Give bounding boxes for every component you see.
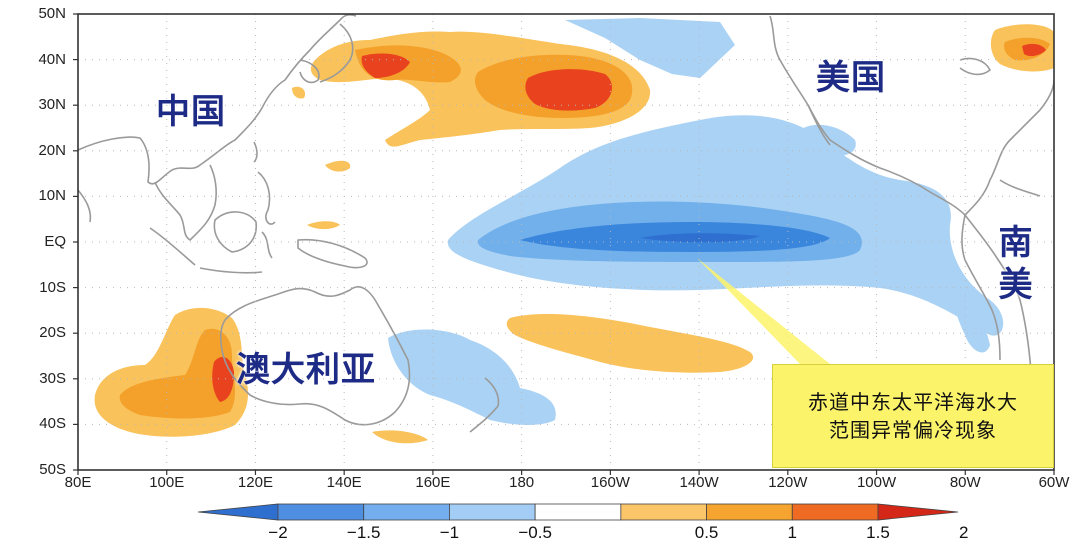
colorbar-tick-label: −0.5 <box>518 523 552 542</box>
warm-anomaly-coral-sea <box>307 221 340 230</box>
warm-anomaly-japan-core <box>361 53 410 78</box>
india-outline <box>78 189 92 223</box>
great-lakes-outline <box>959 57 991 76</box>
colorbar-tick-label: −1.5 <box>346 523 381 542</box>
cold-anomaly-south-america-coast <box>954 290 990 353</box>
colorbar-segment <box>620 503 707 521</box>
latitude-label: 10N <box>38 187 66 205</box>
warm-anomaly-south-pacific <box>506 314 754 373</box>
colorbar-tick-label: 1.5 <box>866 523 890 542</box>
latitude-label: 50N <box>38 5 66 22</box>
colorbar-segment <box>363 503 450 521</box>
warm-anomaly-indian-ocean-orange <box>119 328 236 419</box>
colorbar-tick-label: −1 <box>439 523 460 542</box>
colorbar-tick-label: −2 <box>268 523 288 542</box>
longitude-label: 80W <box>949 474 981 491</box>
latitude-label: 40N <box>38 50 66 68</box>
latitude-label: 20N <box>38 141 66 159</box>
warm-anomaly-atlantic-core <box>1022 43 1046 57</box>
baja-outline <box>807 104 831 146</box>
axis-ticks <box>73 13 1055 475</box>
longitude-label: 160W <box>590 474 630 491</box>
longitude-label: 100E <box>149 474 185 491</box>
colorbar-segment <box>791 503 879 521</box>
latitude-label: 40S <box>39 415 66 433</box>
colorbar <box>197 503 959 521</box>
colorbar-tick-label: 0.5 <box>694 523 719 542</box>
region-label-australia: 澳大利亚 <box>236 350 376 390</box>
longitude-label: 160E <box>415 474 451 491</box>
sulawesi-outline <box>261 231 273 259</box>
warm-anomaly-east-china-sea <box>292 86 306 99</box>
longitude-label: 180 <box>509 474 535 491</box>
region-label-china: 中国 <box>156 92 226 132</box>
indochina-outline <box>154 164 217 241</box>
asia-coastline <box>78 14 357 185</box>
warm-anomaly-south-australia <box>372 430 428 444</box>
longitude-label: 60W <box>1038 474 1070 491</box>
taiwan-outline <box>253 141 258 163</box>
colorbar-extend-low <box>197 503 279 521</box>
longitude-label: 100W <box>856 474 897 491</box>
region-label-south-america: 南美 <box>998 223 1034 305</box>
korea-outline <box>299 59 320 84</box>
latitude-label: 20S <box>39 324 66 342</box>
longitude-label: 140W <box>679 474 719 491</box>
region-label-usa: 美国 <box>816 58 886 98</box>
longitude-label: 120W <box>768 474 808 491</box>
longitude-label: 120E <box>237 474 273 491</box>
colorbar-tick-label: 2 <box>958 523 969 542</box>
latitude-label: 50S <box>39 461 66 478</box>
colorbar-tick-label: 1 <box>787 523 798 542</box>
annotation-box: 赤道中东太平洋海水大 范围异常偏冷现象 <box>772 364 1054 468</box>
caribbean-outline <box>999 179 1041 197</box>
colorbar-extend-high <box>877 503 959 521</box>
latitude-label: 30N <box>38 96 66 114</box>
new-zealand-outline <box>469 377 500 433</box>
warm-anomaly-central-core <box>525 69 613 111</box>
annotation-pointer <box>697 258 830 364</box>
australia-outline <box>219 286 411 426</box>
annotation-line-2: 范围异常偏冷现象 <box>829 418 997 442</box>
land-outline-layer <box>78 14 1054 433</box>
cold-anomaly-equatorial-peak <box>640 233 760 243</box>
philippines-outline <box>257 171 276 225</box>
java-outline <box>199 267 263 274</box>
longitude-label: 80E <box>64 474 92 491</box>
latitude-label: 30S <box>39 369 66 387</box>
cold-anomaly-north-pacific <box>565 18 735 78</box>
colorbar-segment <box>277 503 365 521</box>
borneo-outline <box>213 211 257 253</box>
longitude-label: 140E <box>326 474 362 491</box>
colorbar-segment <box>449 503 536 521</box>
cold-anomaly-layer <box>388 18 1004 425</box>
north-america-outline <box>769 15 1054 216</box>
colorbar-segment <box>706 503 793 521</box>
warm-anomaly-korea <box>318 55 337 71</box>
south-america-outline <box>961 214 1033 381</box>
latitude-label: EQ <box>44 233 66 250</box>
sumatra-outline <box>149 227 196 266</box>
cold-anomaly-tasman <box>388 329 556 425</box>
latitude-label: 10S <box>39 278 66 296</box>
new-guinea-outline <box>297 238 368 269</box>
japan-outline <box>319 23 354 83</box>
warm-anomaly-layer <box>94 24 1054 444</box>
annotation-line-1: 赤道中东太平洋海水大 <box>808 390 1018 414</box>
colorbar-segment <box>534 503 622 521</box>
